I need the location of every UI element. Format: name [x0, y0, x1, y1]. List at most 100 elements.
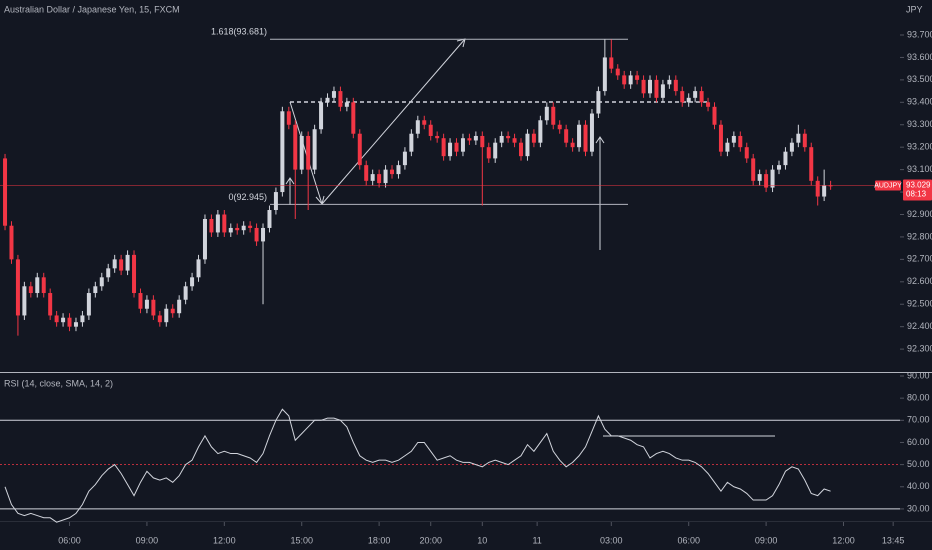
price-box [903, 179, 932, 201]
candle-body [486, 147, 491, 159]
candle-body [86, 293, 91, 316]
candle-body [28, 286, 33, 294]
y-tick-label: 92.600 [907, 276, 932, 286]
candle-body [589, 113, 594, 152]
candle-body [544, 106, 549, 121]
candle-body [228, 227, 233, 233]
candle-body [286, 111, 291, 125]
candle-body [628, 75, 633, 85]
candle-body [106, 268, 111, 278]
candle-body [222, 214, 227, 233]
candle-body [170, 308, 175, 314]
y-tick-label: 93.100 [907, 164, 932, 174]
candle-body [164, 308, 169, 323]
chart-title: Australian Dollar / Japanese Yen, 15, FX… [4, 4, 180, 14]
candle-body [660, 84, 665, 98]
candle-body [248, 225, 253, 228]
candle-body [35, 277, 40, 294]
candle-body [789, 142, 794, 152]
candle-body [493, 142, 498, 159]
candle-body [235, 227, 240, 231]
candle-body [125, 254, 130, 271]
candle-body [712, 106, 717, 125]
candle-body [357, 133, 362, 166]
candle-body [718, 124, 723, 152]
candle-body [602, 57, 607, 92]
y-tick-label: 93.200 [907, 142, 932, 152]
y-tick-label: 90.00 [907, 370, 930, 380]
candle-body [99, 277, 104, 287]
y-tick-label: 93.400 [907, 97, 932, 107]
candle-body [693, 91, 698, 98]
candle-body [138, 293, 143, 309]
candle-body [293, 124, 298, 170]
candle-body [480, 135, 485, 148]
rsi-title: RSI (14, close, SMA, 14, 2) [4, 378, 113, 388]
candle-body [654, 79, 659, 98]
arrow [289, 101, 323, 205]
x-tick-label: 09:00 [136, 535, 159, 545]
candle-body [183, 286, 188, 300]
candle-body [190, 277, 195, 287]
y-tick-label: 60.00 [907, 437, 930, 447]
candle-body [112, 259, 117, 269]
candle-body [764, 174, 769, 188]
candle-body [744, 147, 749, 159]
candle-body [254, 227, 259, 242]
candle-body [377, 174, 382, 184]
candle-body [422, 120, 427, 125]
candle-body [151, 299, 156, 316]
x-tick-label: 03:00 [600, 535, 623, 545]
candle-body [267, 210, 272, 228]
candle-body [299, 135, 304, 170]
x-tick-label: 09:00 [755, 535, 778, 545]
candle-body [144, 299, 149, 309]
candle-body [706, 102, 711, 107]
candle-body [93, 286, 98, 294]
fib-label: 0(92.945) [228, 192, 267, 202]
candle-body [596, 91, 601, 114]
candle-body [757, 174, 762, 181]
x-tick-label: 11 [532, 535, 541, 545]
y-tick-label: 92.500 [907, 299, 932, 309]
symbol-box [875, 180, 901, 191]
candle-body [809, 147, 814, 181]
candle-body [3, 158, 8, 226]
candle-body [822, 185, 827, 197]
candle-body [557, 124, 562, 130]
candle-body [80, 315, 85, 323]
candle-body [770, 169, 775, 188]
x-tick-label: 15:00 [290, 535, 313, 545]
candle-body [196, 259, 201, 278]
candle-body [364, 165, 369, 181]
candle-body [54, 315, 59, 323]
price-label: 93.029 [906, 181, 931, 190]
candle-body [641, 79, 646, 94]
candle-body [177, 299, 182, 314]
candle-body [667, 79, 672, 85]
y-tick-label: 93.300 [907, 119, 932, 129]
x-tick-label: 18:00 [368, 535, 391, 545]
x-tick-label: 12:00 [832, 535, 855, 545]
y-tick-label: 93.500 [907, 74, 932, 84]
candle-body [383, 169, 388, 184]
x-tick-label: 06:00 [677, 535, 700, 545]
y-tick-label: 30.00 [907, 503, 930, 513]
candle-body [331, 91, 336, 98]
candle-body [725, 142, 730, 152]
y-tick-label: 92.400 [907, 321, 932, 331]
symbol-label: AUDJPY [874, 182, 902, 189]
arrow [321, 38, 466, 205]
candle-body [319, 102, 324, 130]
candle-body [273, 192, 278, 211]
candle-body [796, 133, 801, 143]
x-tick-label: 06:00 [58, 535, 81, 545]
y-tick-label: 92.800 [907, 231, 932, 241]
candle-body [261, 227, 266, 242]
candle-body [280, 111, 285, 193]
candle-body [15, 259, 20, 316]
candle-body [499, 135, 504, 143]
x-tick-label: 12:00 [213, 535, 236, 545]
